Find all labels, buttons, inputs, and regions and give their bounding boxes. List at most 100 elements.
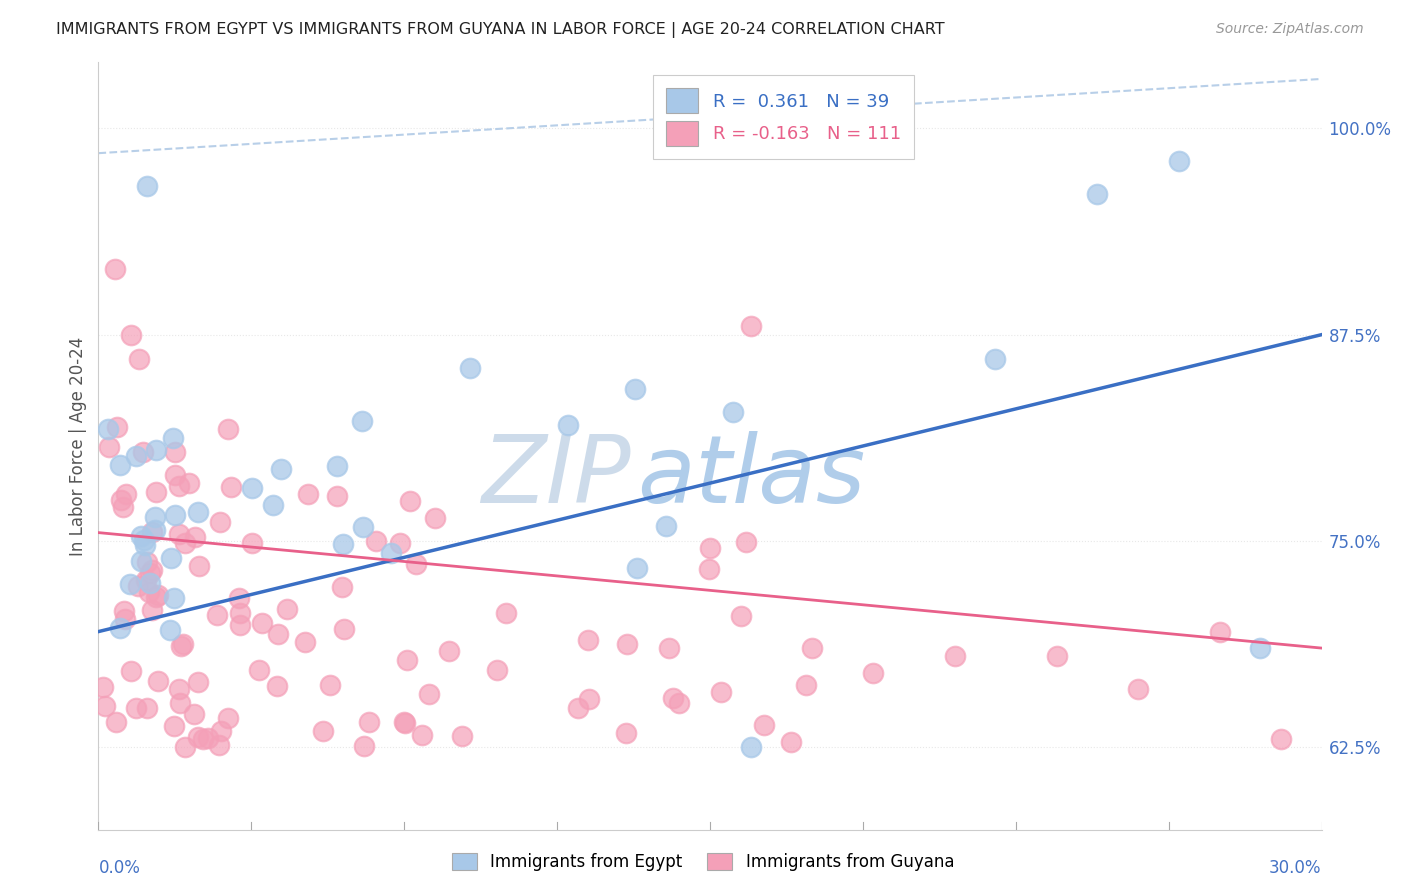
Point: [112, 500, 135, 515]
Point: [326, 489, 349, 503]
Point: [114, 611, 136, 625]
Point: [250, 616, 273, 631]
Point: [228, 606, 250, 620]
Point: [735, 535, 758, 549]
Point: [163, 591, 186, 606]
Point: [97, 422, 120, 436]
Point: [143, 524, 166, 538]
Point: [567, 700, 589, 714]
Text: atlas: atlas: [637, 431, 865, 522]
Point: [145, 485, 167, 500]
Point: [655, 519, 678, 533]
Point: [662, 691, 685, 706]
Point: [357, 715, 380, 730]
Point: [392, 715, 416, 730]
Point: [207, 607, 229, 622]
Point: [112, 604, 135, 618]
Point: [141, 563, 163, 577]
Point: [197, 731, 219, 745]
Point: [754, 718, 776, 732]
Point: [380, 546, 402, 560]
Point: [146, 588, 169, 602]
Point: [138, 585, 160, 599]
Point: [240, 481, 263, 495]
Point: [312, 723, 335, 738]
Point: [276, 602, 298, 616]
Point: [146, 673, 169, 688]
Point: [616, 636, 638, 650]
Text: ZIP: ZIP: [481, 431, 630, 522]
Point: [191, 731, 214, 746]
Point: [1167, 154, 1189, 169]
Point: [173, 535, 195, 549]
Point: [217, 422, 239, 436]
Point: [266, 679, 288, 693]
Point: [93, 698, 115, 713]
Point: [187, 730, 209, 744]
Point: [136, 556, 159, 570]
Text: Source: ZipAtlas.com: Source: ZipAtlas.com: [1216, 22, 1364, 37]
Point: [104, 261, 127, 276]
Point: [159, 623, 181, 637]
Point: [614, 726, 637, 740]
Text: 30.0%: 30.0%: [1270, 859, 1322, 877]
Point: [120, 577, 142, 591]
Point: [120, 327, 142, 342]
Point: [699, 541, 721, 555]
Point: [125, 449, 148, 463]
Point: [394, 715, 416, 730]
Point: [105, 419, 128, 434]
Point: [780, 735, 803, 749]
Point: [187, 505, 209, 519]
Point: [135, 573, 157, 587]
Point: [174, 740, 197, 755]
Point: [138, 576, 160, 591]
Point: [557, 418, 579, 433]
Point: [1128, 682, 1150, 697]
Point: [353, 739, 375, 753]
Text: 0.0%: 0.0%: [98, 859, 141, 877]
Point: [183, 707, 205, 722]
Point: [217, 711, 239, 725]
Point: [163, 508, 186, 522]
Point: [1209, 624, 1232, 639]
Point: [167, 527, 190, 541]
Point: [723, 405, 745, 419]
Point: [270, 462, 292, 476]
Point: [219, 480, 242, 494]
Point: [136, 179, 159, 194]
Point: [187, 559, 209, 574]
Point: [134, 538, 156, 552]
Point: [170, 639, 193, 653]
Point: [169, 696, 191, 710]
Point: [240, 536, 263, 550]
Point: [208, 738, 231, 752]
Y-axis label: In Labor Force | Age 20-24: In Labor Force | Age 20-24: [69, 336, 87, 556]
Point: [485, 663, 508, 677]
Point: [179, 475, 201, 490]
Point: [576, 632, 599, 647]
Point: [730, 609, 752, 624]
Legend: R =  0.361   N = 39, R = -0.163   N = 111: R = 0.361 N = 39, R = -0.163 N = 111: [654, 75, 914, 159]
Point: [125, 701, 148, 715]
Point: [578, 692, 600, 706]
Point: [425, 511, 447, 525]
Point: [495, 606, 517, 620]
Point: [297, 487, 319, 501]
Point: [364, 533, 387, 548]
Point: [352, 520, 374, 534]
Point: [267, 626, 290, 640]
Point: [132, 445, 155, 459]
Point: [172, 637, 194, 651]
Point: [127, 578, 149, 592]
Point: [132, 533, 155, 548]
Point: [330, 580, 353, 594]
Point: [129, 553, 152, 567]
Legend: Immigrants from Egypt, Immigrants from Guyana: Immigrants from Egypt, Immigrants from G…: [443, 845, 963, 880]
Point: [318, 678, 340, 692]
Point: [668, 696, 690, 710]
Point: [131, 529, 153, 543]
Point: [262, 499, 284, 513]
Point: [458, 361, 481, 376]
Point: [389, 536, 412, 550]
